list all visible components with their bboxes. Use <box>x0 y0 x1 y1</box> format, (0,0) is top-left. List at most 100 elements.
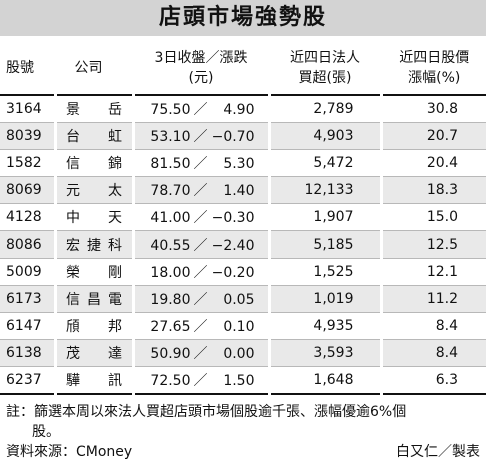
price-cell: 78.70 ／ 1.40 <box>131 176 269 205</box>
company-name: 驊訊 <box>66 373 122 390</box>
header-inst-line1: 近四日法人 <box>290 49 360 66</box>
price-cell: 41.00 ／ −0.30 <box>131 203 269 232</box>
price-change: 1.40 <box>223 183 255 200</box>
price-separator: ／ <box>193 128 208 145</box>
company-name-cell: 中天 <box>53 203 133 232</box>
price-change: 0.00 <box>223 346 255 363</box>
company-name-cell: 信昌電 <box>53 285 133 314</box>
header-code: 股號 <box>0 41 55 96</box>
price-change: 4.90 <box>223 101 255 118</box>
institutional-buy: 1,648 <box>267 366 381 396</box>
footnote-line1: 註：篩選本周以來法人買超店頭市場個股逾千張、漲幅優逾6%個 <box>6 404 407 420</box>
price-separator: ／ <box>193 291 208 308</box>
price-separator: ／ <box>193 183 208 200</box>
company-name-cell: 驊訊 <box>53 366 133 396</box>
header-name: 公司 <box>53 41 133 96</box>
table-row: 6237 驊訊 72.50 ／ 1.50 1,648 6.3 <box>0 366 486 396</box>
price-cell: 40.55 ／ −2.40 <box>131 230 269 259</box>
price-change: −0.70 <box>211 128 255 145</box>
close-price: 53.10 <box>150 128 191 145</box>
price-gain-percent: 6.3 <box>379 366 486 396</box>
price-change: −2.40 <box>211 237 255 254</box>
price-change: −0.30 <box>211 210 255 227</box>
company-name-cell: 榮剛 <box>53 258 133 286</box>
close-price: 81.50 <box>150 155 191 172</box>
institutional-buy: 1,525 <box>267 258 381 286</box>
header-pct-line1: 近四日股價 <box>399 49 470 66</box>
close-price: 27.65 <box>150 319 191 336</box>
close-price: 41.00 <box>150 210 191 227</box>
table-row: 3164 景岳 75.50 ／ 4.90 2,789 30.8 <box>0 95 486 123</box>
close-price: 19.80 <box>150 291 191 308</box>
company-name-cell: 宏捷科 <box>53 230 133 259</box>
company-name-cell: 台虹 <box>53 122 133 150</box>
stock-code: 8069 <box>0 176 55 205</box>
table-row: 1582 信錦 81.50 ／ 5.30 5,472 20.4 <box>0 149 486 178</box>
table-row: 8069 元太 78.70 ／ 1.40 12,133 18.3 <box>0 176 486 205</box>
institutional-buy: 2,789 <box>267 95 381 123</box>
institutional-buy: 1,907 <box>267 203 381 232</box>
price-gain-percent: 20.7 <box>379 122 486 150</box>
company-name: 宏捷科 <box>66 237 122 254</box>
company-name-cell: 元太 <box>53 176 133 205</box>
table-header-row: 股號 公司 3日收盤／漲跌 (元) 近四日法人 買超(張) 近四日股價 漲幅(%… <box>0 41 486 96</box>
stock-code: 6173 <box>0 285 55 314</box>
price-gain-percent: 12.5 <box>379 230 486 259</box>
header-pct-line2: 漲幅(%) <box>408 69 461 86</box>
stock-code: 8086 <box>0 230 55 259</box>
company-name: 榮剛 <box>66 264 122 281</box>
price-gain-percent: 20.4 <box>379 149 486 178</box>
header-percent: 近四日股價 漲幅(%) <box>379 41 486 96</box>
company-name: 茂達 <box>66 346 122 363</box>
company-name-cell: 茂達 <box>53 339 133 368</box>
close-price: 18.00 <box>150 264 191 281</box>
price-cell: 50.90 ／ 0.00 <box>131 339 269 368</box>
company-name: 信昌電 <box>66 291 122 308</box>
company-name-cell: 信錦 <box>53 149 133 178</box>
price-separator: ／ <box>193 319 208 336</box>
price-separator: ／ <box>193 101 208 118</box>
table-row: 5009 榮剛 18.00 ／ −0.20 1,525 12.1 <box>0 258 486 286</box>
price-cell: 53.10 ／ −0.70 <box>131 122 269 150</box>
price-separator: ／ <box>193 373 208 390</box>
institutional-buy: 4,935 <box>267 312 381 341</box>
header-institutional: 近四日法人 買超(張) <box>267 41 381 96</box>
price-separator: ／ <box>193 264 208 281</box>
institutional-buy: 4,903 <box>267 122 381 150</box>
footnote: 註：篩選本周以來法人買超店頭市場個股逾千張、漲幅優逾6%個 股。 <box>6 402 482 442</box>
price-cell: 18.00 ／ −0.20 <box>131 258 269 286</box>
institutional-buy: 5,472 <box>267 149 381 178</box>
company-name: 中天 <box>66 210 122 227</box>
stock-code: 6237 <box>0 366 55 396</box>
company-name: 頎邦 <box>66 319 122 336</box>
price-gain-percent: 30.8 <box>379 95 486 123</box>
price-cell: 75.50 ／ 4.90 <box>131 95 269 123</box>
price-separator: ／ <box>193 210 208 227</box>
price-gain-percent: 12.1 <box>379 258 486 286</box>
stock-code: 5009 <box>0 258 55 286</box>
header-price: 3日收盤／漲跌 (元) <box>131 41 269 96</box>
price-gain-percent: 18.3 <box>379 176 486 205</box>
price-change: 5.30 <box>223 155 255 172</box>
close-price: 40.55 <box>150 237 191 254</box>
price-change: 1.50 <box>223 373 255 390</box>
company-name: 元太 <box>66 183 122 200</box>
table-row: 4128 中天 41.00 ／ −0.30 1,907 15.0 <box>0 203 486 232</box>
stock-code: 3164 <box>0 95 55 123</box>
close-price: 50.90 <box>150 346 191 363</box>
header-price-line1: 3日收盤／漲跌 <box>154 49 248 66</box>
price-cell: 27.65 ／ 0.10 <box>131 312 269 341</box>
price-cell: 72.50 ／ 1.50 <box>131 366 269 396</box>
footer: 資料來源：CMoney 白又仁／製表 <box>6 442 480 462</box>
institutional-buy: 12,133 <box>267 176 381 205</box>
price-change: 0.05 <box>223 291 255 308</box>
table-row: 6173 信昌電 19.80 ／ 0.05 1,019 11.2 <box>0 285 486 314</box>
stock-code: 6147 <box>0 312 55 341</box>
credit: 白又仁／製表 <box>396 444 480 460</box>
price-separator: ／ <box>193 237 208 254</box>
price-gain-percent: 11.2 <box>379 285 486 314</box>
company-name: 台虹 <box>66 128 122 145</box>
price-separator: ／ <box>193 155 208 172</box>
stock-table: 股號 公司 3日收盤／漲跌 (元) 近四日法人 買超(張) 近四日股價 漲幅(%… <box>0 41 486 396</box>
price-cell: 19.80 ／ 0.05 <box>131 285 269 314</box>
